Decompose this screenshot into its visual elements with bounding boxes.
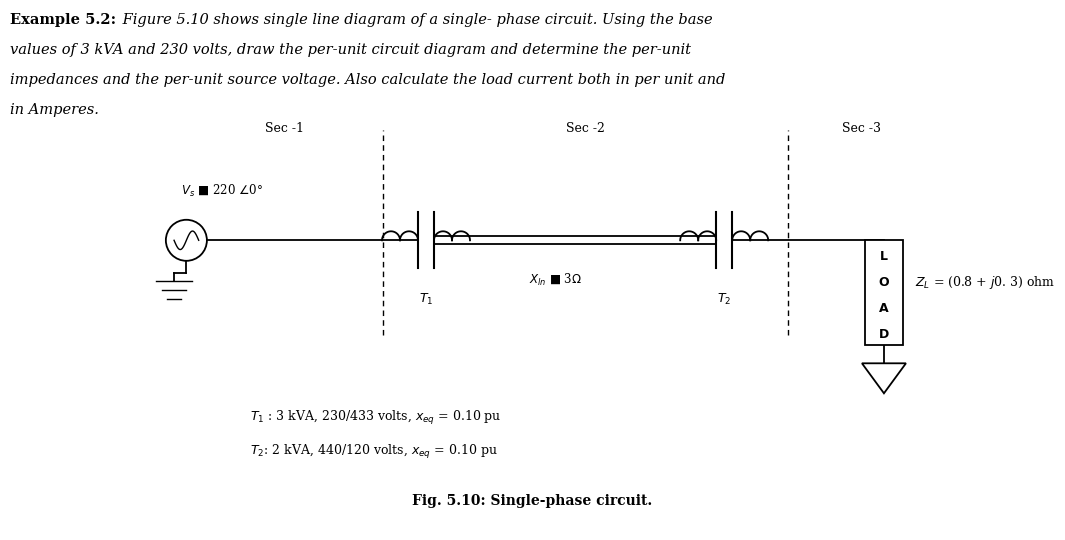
Text: Sec -2: Sec -2 — [567, 122, 605, 136]
Text: Fig. 5.10: Single-phase circuit.: Fig. 5.10: Single-phase circuit. — [412, 494, 653, 508]
Text: $T_2$: $T_2$ — [717, 292, 732, 307]
Text: in Amperes.: in Amperes. — [10, 103, 99, 117]
Text: $T_2$: 2 kVA, 440/120 volts, $x_{eq}$ = 0.10 pu: $T_2$: 2 kVA, 440/120 volts, $x_{eq}$ = … — [250, 443, 497, 461]
Bar — [865, 240, 903, 345]
Text: $T_1$ : 3 kVA, 230/433 volts, $x_{eq}$ = 0.10 pu: $T_1$ : 3 kVA, 230/433 volts, $x_{eq}$ =… — [250, 409, 502, 427]
Text: Figure 5.10 shows single line diagram of a single- phase circuit. Using the base: Figure 5.10 shows single line diagram of… — [118, 13, 712, 27]
Text: D: D — [879, 328, 889, 341]
Text: values of 3 kVA and 230 volts, draw the per-unit circuit diagram and determine t: values of 3 kVA and 230 volts, draw the … — [10, 43, 691, 57]
Text: $X_{ln}$ $\blacksquare$ 3$\Omega$: $X_{ln}$ $\blacksquare$ 3$\Omega$ — [528, 272, 581, 288]
Text: $Z_L$ = (0.8 + $j$0. 3) ohm: $Z_L$ = (0.8 + $j$0. 3) ohm — [915, 274, 1055, 291]
Text: A: A — [879, 302, 889, 315]
Text: Sec -1: Sec -1 — [265, 122, 305, 136]
Text: Sec -3: Sec -3 — [841, 122, 881, 136]
Text: impedances and the per-unit source voltage. Also calculate the load current both: impedances and the per-unit source volta… — [10, 73, 725, 87]
Text: O: O — [879, 276, 889, 289]
Text: $V_s$ $\blacksquare$ 220 $\angle$0$°$: $V_s$ $\blacksquare$ 220 $\angle$0$°$ — [181, 183, 263, 199]
Text: $T_1$: $T_1$ — [419, 292, 433, 307]
Text: L: L — [880, 249, 888, 262]
Text: Example 5.2:: Example 5.2: — [10, 13, 116, 27]
